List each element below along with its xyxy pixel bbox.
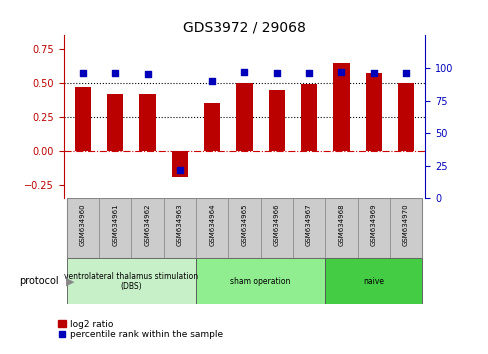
Point [143, 72, 151, 77]
Bar [139, 94, 155, 151]
Legend: log2 ratio, percentile rank within the sample: log2 ratio, percentile rank within the s… [58, 320, 223, 339]
Text: GSM634970: GSM634970 [402, 203, 408, 246]
Bar [203, 103, 220, 151]
Text: ventrolateral thalamus stimulation
(DBS): ventrolateral thalamus stimulation (DBS) [64, 272, 198, 291]
Point [176, 167, 183, 172]
Bar [260, 198, 292, 258]
Bar [357, 198, 389, 258]
Bar [67, 198, 99, 258]
Bar [171, 151, 187, 177]
Text: GSM634966: GSM634966 [273, 203, 279, 246]
Bar [268, 90, 285, 151]
Bar [236, 83, 252, 151]
Text: GSM634967: GSM634967 [305, 203, 311, 246]
Bar [163, 198, 196, 258]
Point [111, 70, 119, 76]
Bar [397, 83, 413, 151]
Bar [365, 73, 381, 151]
Text: GSM634961: GSM634961 [112, 203, 118, 246]
Text: ▶: ▶ [66, 276, 74, 286]
Bar [75, 87, 91, 151]
Text: GSM634965: GSM634965 [241, 203, 247, 246]
Bar [325, 258, 421, 304]
Bar [325, 198, 357, 258]
Text: GSM634964: GSM634964 [209, 203, 215, 246]
Text: GSM634968: GSM634968 [338, 203, 344, 246]
Point [208, 78, 216, 84]
Bar [389, 198, 421, 258]
Point [401, 70, 409, 76]
Bar [292, 198, 325, 258]
Bar [333, 63, 349, 151]
Bar [107, 94, 123, 151]
Text: protocol: protocol [19, 276, 59, 286]
Bar [228, 198, 260, 258]
Point [369, 70, 377, 76]
Bar [131, 198, 163, 258]
Text: GSM634963: GSM634963 [177, 203, 183, 246]
Point [272, 70, 280, 76]
Text: GSM634962: GSM634962 [144, 203, 150, 246]
Point [337, 69, 345, 75]
Text: sham operation: sham operation [230, 277, 290, 286]
Point [240, 69, 248, 75]
Title: GDS3972 / 29068: GDS3972 / 29068 [183, 20, 305, 34]
Text: naive: naive [363, 277, 384, 286]
Text: GSM634969: GSM634969 [370, 203, 376, 246]
Text: GSM634960: GSM634960 [80, 203, 86, 246]
Bar [67, 258, 196, 304]
Point [305, 70, 312, 76]
Bar [196, 258, 325, 304]
Bar [196, 198, 228, 258]
Bar [99, 198, 131, 258]
Point [79, 70, 87, 76]
Bar [301, 84, 317, 151]
